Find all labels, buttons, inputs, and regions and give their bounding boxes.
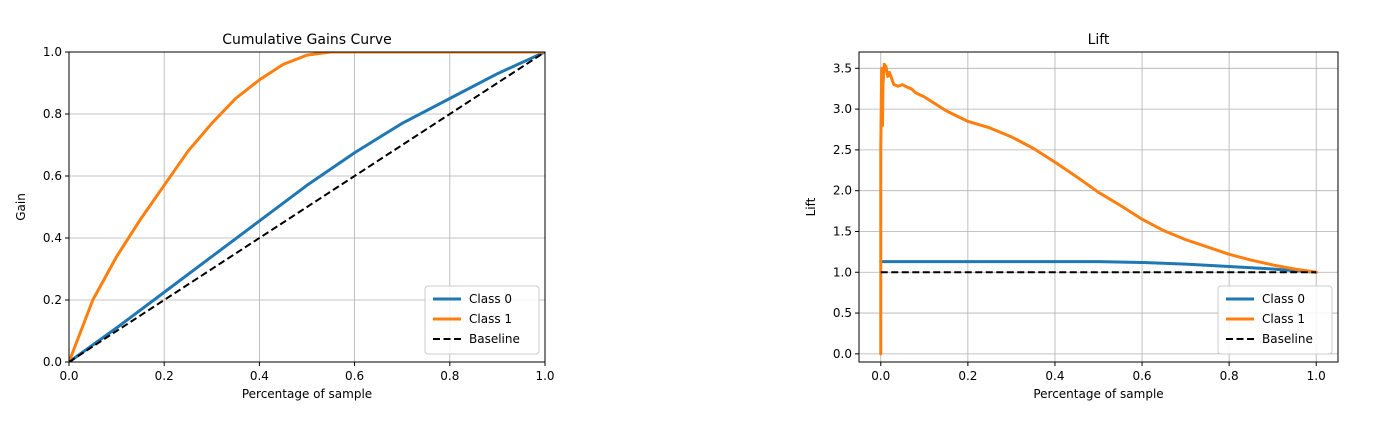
chart-1-x-tick-label: 0.0 — [871, 369, 890, 383]
chart-0-x-tick-label: 0.4 — [250, 369, 269, 383]
chart-0-y-tick-label: 0.0 — [43, 355, 62, 369]
chart-1-x-tick-label: 1.0 — [1307, 369, 1326, 383]
chart-1-frame — [858, 51, 1339, 363]
chart-0-legend-label: Class 1 — [469, 312, 512, 326]
lift-chart: 0.0 0.2 0.4 0.6 0.8 1.0 0.0 0.5 1.0 1.5 2.0 2.5 3.0 3… — [804, 32, 1339, 401]
chart-1-y-tick-label: 2.5 — [833, 143, 852, 157]
chart-0-y-axis-label: Gain — [14, 193, 28, 221]
chart-0-y-tick-label: 0.4 — [43, 231, 62, 245]
chart-1-legend-label: Baseline — [1262, 332, 1313, 346]
chart-1-y-tick-label: 3.5 — [833, 61, 852, 75]
chart-1-x-tick-label: 0.6 — [1132, 369, 1151, 383]
chart-1-y-tick-label: 3.0 — [833, 102, 852, 116]
chart-0-legend: Class 0 Class 1 Baseline — [424, 285, 540, 355]
chart-0-y-tick-label: 0.2 — [43, 293, 62, 307]
chart-1-y-axis-label: Lift — [804, 197, 818, 216]
chart-1-x-tick-label: 0.4 — [1045, 369, 1064, 383]
chart-0-y-tick-label: 0.8 — [43, 107, 62, 121]
chart-1-y-tick-label: 0.0 — [833, 347, 852, 361]
chart-0-x-tick-label: 0.8 — [440, 369, 459, 383]
cumulative-gains-chart: 0.0 0.2 0.4 0.6 0.8 1.0 0.0 0.2 0.4 0.6 0.8 1.0 Cumu… — [14, 32, 555, 401]
chart-0-x-tick-label: 0.6 — [345, 369, 364, 383]
chart-1-legend-label: Class 1 — [1262, 312, 1305, 326]
chart-1-y-tick-label: 1.5 — [833, 224, 852, 238]
chart-0-x-tick-label: 0.0 — [59, 369, 78, 383]
chart-0-legend-label: Class 0 — [469, 292, 512, 306]
chart-0-series-class-1-line — [69, 52, 545, 362]
chart-0-y-tick-label: 0.6 — [43, 169, 62, 183]
chart-1-y-tick-label: 1.0 — [833, 265, 852, 279]
chart-0-series-class-0-line — [69, 52, 545, 362]
chart-1-x-axis-label: Percentage of sample — [1033, 387, 1163, 401]
chart-1-x-tick-label: 0.2 — [958, 369, 977, 383]
chart-1-y-tick-label: 2.0 — [833, 184, 852, 198]
chart-1-x-tick-label: 0.8 — [1220, 369, 1239, 383]
chart-0-x-tick-label: 1.0 — [535, 369, 554, 383]
chart-0-x-tick-label: 0.2 — [155, 369, 174, 383]
chart-0-legend-label: Baseline — [469, 332, 520, 346]
chart-0-frame — [68, 51, 546, 363]
chart-0-title: Cumulative Gains Curve — [222, 32, 392, 48]
chart-0-series-baseline-line — [69, 52, 545, 362]
chart-0-legend-box — [424, 285, 540, 355]
chart-1-series-class-1-line — [879, 62, 1318, 356]
chart-0-x-axis-label: Percentage of sample — [242, 387, 372, 401]
chart-1-legend-label: Class 0 — [1262, 292, 1305, 306]
chart-0-y-tick-label: 1.0 — [43, 45, 62, 59]
chart-1-title: Lift — [1088, 32, 1110, 48]
chart-1-series-class-0-line — [879, 260, 1318, 274]
chart-1-legend-box — [1217, 285, 1333, 355]
chart-1-y-tick-label: 0.5 — [833, 306, 852, 320]
chart-1-legend: Class 0 Class 1 Baseline — [1217, 285, 1333, 355]
